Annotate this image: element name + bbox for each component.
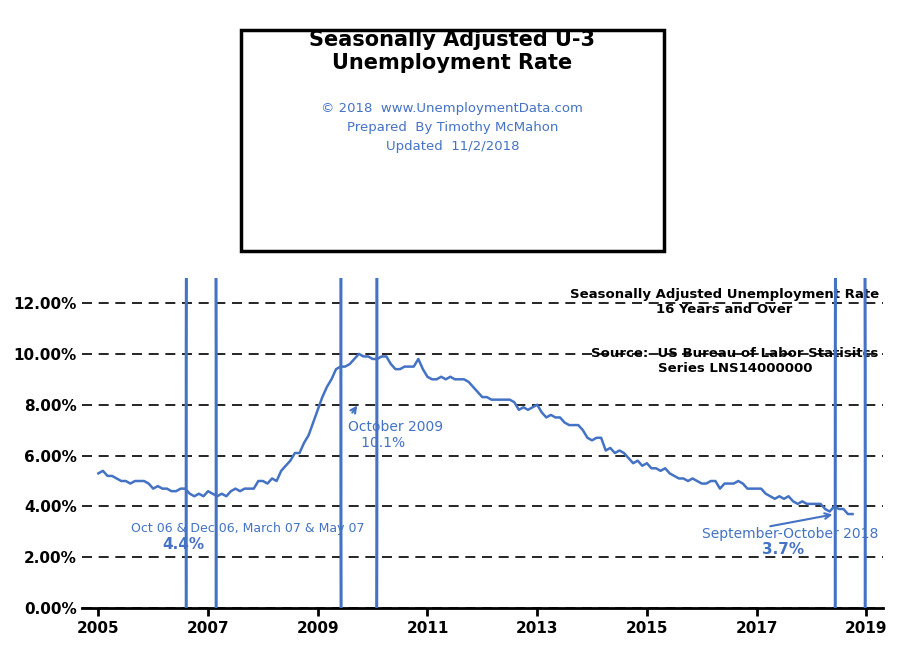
Text: October 2009
   10.1%: October 2009 10.1% [348, 420, 443, 450]
Text: 3.7%: 3.7% [762, 542, 804, 557]
Text: © 2018  www.UnemploymentData.com
Prepared  By Timothy McMahon
Updated  11/2/2018: © 2018 www.UnemploymentData.com Prepared… [321, 102, 583, 153]
Text: Oct 06 & Dec 06, March 07 & May 07: Oct 06 & Dec 06, March 07 & May 07 [131, 522, 365, 535]
Text: Seasonally Adjusted Unemployment Rate
16 Years and Over: Seasonally Adjusted Unemployment Rate 16… [570, 288, 879, 315]
Text: Source:  US Bureau of Labor Statisitcs
Series LNS14000000: Source: US Bureau of Labor Statisitcs Se… [592, 347, 879, 375]
Text: 4.4%: 4.4% [162, 537, 205, 552]
Text: September-October 2018: September-October 2018 [702, 527, 878, 541]
Text: Seasonally Adjusted U-3
Unemployment Rate: Seasonally Adjusted U-3 Unemployment Rat… [309, 30, 595, 73]
